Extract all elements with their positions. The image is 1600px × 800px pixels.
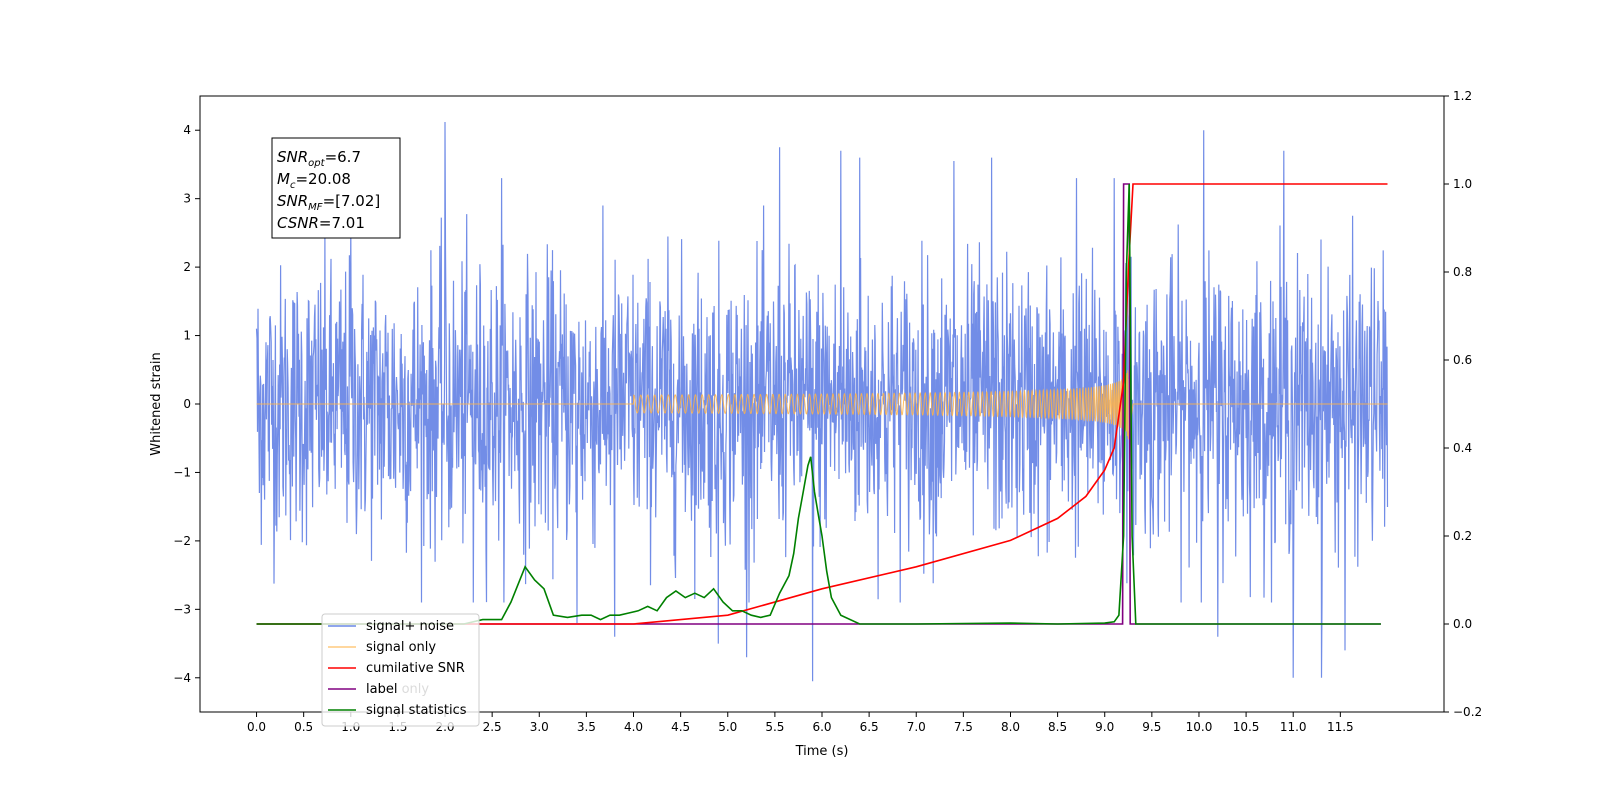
y-tick-label: −2 <box>173 534 191 548</box>
y2-tick-label: −0.2 <box>1453 705 1482 719</box>
y-axis-label: Whitened strain <box>149 352 164 455</box>
legend-label: label <box>366 682 397 697</box>
x-tick-label: 6.5 <box>860 720 879 734</box>
y2-tick-label: 0.0 <box>1453 617 1472 631</box>
annotation-box <box>271 137 401 239</box>
x-tick-label: 5.5 <box>765 720 784 734</box>
y-tick-label: −3 <box>173 602 191 616</box>
x-tick-label: 11.0 <box>1280 720 1307 734</box>
y2-tick-label: 1.2 <box>1453 89 1472 103</box>
series-signal-only-line <box>256 370 1388 440</box>
x-tick-label: 8.5 <box>1048 720 1067 734</box>
annotation-line: SNRMF=[7.02] <box>277 192 380 213</box>
x-tick-label: 10.0 <box>1186 720 1213 734</box>
y2-tick-label: 0.2 <box>1453 529 1472 543</box>
y-tick-label: 2 <box>183 260 191 274</box>
y-axis-right: −0.2 0.0 0.2 0.4 0.6 0.8 1.0 1.2 <box>1444 89 1482 719</box>
y-tick-label: −4 <box>173 671 191 685</box>
x-tick-label: 6.0 <box>812 720 831 734</box>
y-axis-left: −4 −3 −2 −1 0 1 2 3 4 <box>173 123 200 685</box>
y2-tick-label: 0.4 <box>1453 441 1472 455</box>
x-tick-label: 5.0 <box>718 720 737 734</box>
x-tick-label: 7.0 <box>907 720 926 734</box>
x-tick-label: 4.5 <box>671 720 690 734</box>
x-tick-label: 11.5 <box>1327 720 1354 734</box>
x-axis-label: Time (s) <box>795 744 849 759</box>
plot-area <box>255 121 1389 682</box>
x-tick-label: 2.5 <box>483 720 502 734</box>
series-signal-noise-line <box>255 121 1389 682</box>
y2-tick-label: 0.8 <box>1453 265 1472 279</box>
legend-label: signal only <box>366 640 436 655</box>
annotation-line: Mc=20.08 <box>277 170 351 191</box>
x-tick-label: 10.5 <box>1233 720 1260 734</box>
x-tick-label: 3.0 <box>530 720 549 734</box>
y-tick-label: 3 <box>183 192 191 206</box>
annotation-line: CSNR=7.01 <box>277 214 365 232</box>
y2-tick-label: 1.0 <box>1453 177 1472 191</box>
x-tick-label: 0.5 <box>294 720 313 734</box>
x-tick-label: 9.5 <box>1142 720 1161 734</box>
y-tick-label: 1 <box>183 329 191 343</box>
x-tick-label: 8.0 <box>1001 720 1020 734</box>
legend-label: cumilative SNR <box>366 661 465 676</box>
series-signal-statistics-line <box>256 183 1381 625</box>
legend-label: signal+ noise <box>366 619 454 634</box>
y-tick-label: 4 <box>183 123 191 137</box>
x-tick-label: 4.0 <box>624 720 643 734</box>
y2-tick-label: 0.6 <box>1453 353 1472 367</box>
x-axis: 0.0 0.5 1.0 1.5 2.0 2.5 3.0 3.5 4.0 4.5 5.0 5.5 6.0 6… <box>247 712 1354 734</box>
legend-label-faded: label only <box>366 682 429 697</box>
x-tick-label: 7.5 <box>954 720 973 734</box>
legend-box <box>321 613 480 727</box>
annotation-line: SNRopt=6.7 <box>277 148 361 169</box>
legend-label: signal statistics <box>366 703 467 718</box>
y-tick-label: −1 <box>173 465 191 479</box>
y-tick-label: 0 <box>183 397 191 411</box>
x-tick-label: 9.0 <box>1095 720 1114 734</box>
x-tick-label: 0.0 <box>247 720 266 734</box>
x-tick-label: 3.5 <box>577 720 596 734</box>
legend: label only signal+ noise signal only cumila… <box>321 613 480 727</box>
